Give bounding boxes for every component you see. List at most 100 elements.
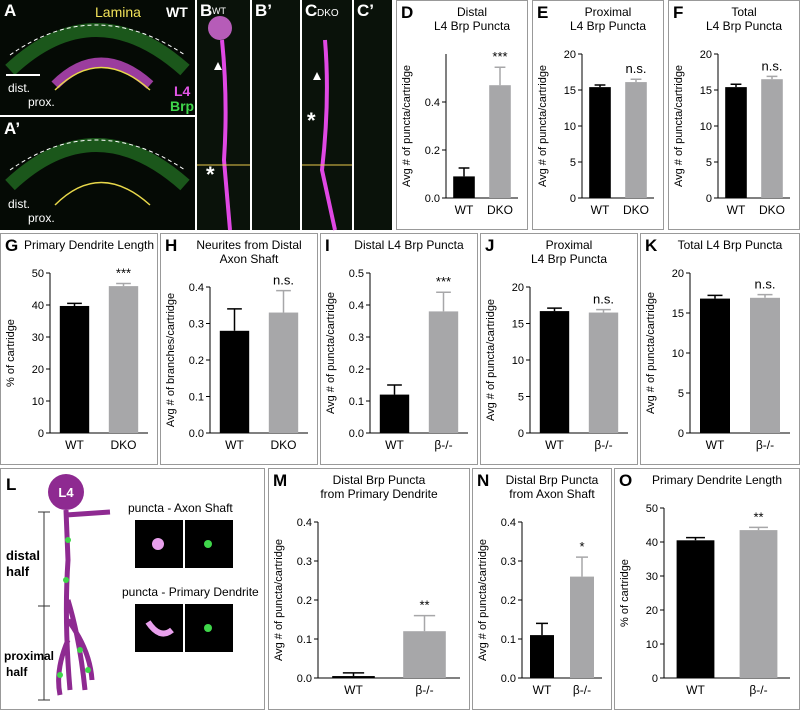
bar xyxy=(108,286,139,433)
y-tick-label: 30 xyxy=(32,332,44,344)
x-tick-label: WT xyxy=(533,683,552,697)
y-tick-label: 0 xyxy=(518,428,524,440)
x-tick-label: WT xyxy=(455,203,474,217)
cell-label: L4 xyxy=(58,485,74,500)
image-label: dist. xyxy=(8,81,30,95)
arrowhead xyxy=(214,62,222,70)
region-label: proximal xyxy=(4,649,54,663)
puncta xyxy=(63,577,69,583)
annotation: n.s. xyxy=(593,292,614,307)
image-label: L4 xyxy=(174,83,191,99)
y-tick-label: 50 xyxy=(32,268,44,280)
bar xyxy=(489,85,511,198)
panel-letter: O xyxy=(619,471,632,490)
chart-title: L4 Brp Puncta xyxy=(706,19,782,33)
error-bar xyxy=(276,289,291,313)
image-label: DKO xyxy=(317,8,339,19)
annotation: ** xyxy=(753,509,763,524)
chart-title: L4 Brp Puncta xyxy=(570,19,646,33)
x-tick-label: DKO xyxy=(487,203,513,217)
panel-border xyxy=(320,233,478,465)
x-tick-label: DKO xyxy=(759,203,785,217)
puncta xyxy=(85,667,91,673)
y-axis-label: Avg # of puncta/cartridge xyxy=(537,65,549,187)
y-tick-label: 0.1 xyxy=(297,634,312,646)
panel-letter: M xyxy=(273,471,287,490)
image-label: Lamina xyxy=(95,4,141,20)
error-bar xyxy=(387,384,402,395)
image-label: prox. xyxy=(28,211,55,225)
bar xyxy=(332,676,375,678)
x-tick-label: β-/- xyxy=(749,683,767,697)
chart-title: from Primary Dendrite xyxy=(320,487,438,501)
y-axis-label: % of cartridge xyxy=(5,319,17,387)
x-tick-label: WT xyxy=(545,438,564,452)
y-axis-label: Avg # of puncta/cartridge xyxy=(485,299,497,421)
bar xyxy=(570,576,594,678)
y-tick-label: 15 xyxy=(564,85,576,97)
inset-label: puncta - Primary Dendrite xyxy=(122,585,259,599)
cell-body xyxy=(208,16,232,40)
chart-title: Distal L4 Brp Puncta xyxy=(354,238,464,252)
x-tick-label: β-/- xyxy=(573,683,591,697)
x-tick-label: WT xyxy=(385,438,404,452)
y-tick-label: 0.1 xyxy=(501,634,516,646)
panel-letter: E xyxy=(537,3,548,22)
bar xyxy=(219,330,250,433)
x-tick-label: β-/- xyxy=(594,438,612,452)
y-tick-label: 0.5 xyxy=(349,268,364,280)
y-tick-label: 0.0 xyxy=(297,673,312,685)
bar xyxy=(625,82,647,198)
x-tick-label: DKO xyxy=(270,438,296,452)
chart-title: L4 Brp Puncta xyxy=(434,19,510,33)
x-tick-label: WT xyxy=(225,438,244,452)
y-tick-label: 0.3 xyxy=(349,332,364,344)
error-bar xyxy=(749,526,768,531)
bar xyxy=(453,176,475,198)
y-tick-label: 10 xyxy=(672,348,684,360)
x-tick-label: β-/- xyxy=(415,683,433,697)
puncta xyxy=(57,672,63,678)
error-bar xyxy=(494,66,506,86)
y-tick-label: 40 xyxy=(646,537,658,549)
y-tick-label: 5 xyxy=(570,157,576,169)
error-bar xyxy=(576,556,588,577)
panel-letter: L xyxy=(6,475,16,494)
bar xyxy=(428,311,459,433)
y-tick-label: 0.2 xyxy=(501,595,516,607)
panel-border xyxy=(0,233,158,465)
error-bar xyxy=(536,622,548,636)
annotation: *** xyxy=(492,49,507,64)
error-bar xyxy=(116,282,131,287)
y-tick-label: 10 xyxy=(700,121,712,133)
bar xyxy=(739,530,778,678)
y-tick-label: 0.4 xyxy=(297,517,312,529)
y-axis-label: Avg # of puncta/cartridge xyxy=(401,65,413,187)
inset xyxy=(135,604,183,652)
y-tick-label: 40 xyxy=(32,300,44,312)
panel-letter: K xyxy=(645,236,658,255)
error-bar xyxy=(757,293,773,298)
l4-signal xyxy=(51,57,154,89)
region-label: half xyxy=(6,665,28,679)
panel-letter: F xyxy=(673,3,683,22)
chart-title: Proximal xyxy=(546,238,593,252)
y-tick-label: 5 xyxy=(518,392,524,404)
y-tick-label: 0.2 xyxy=(425,145,440,157)
chart-title: from Axon Shaft xyxy=(509,487,595,501)
bar xyxy=(379,394,410,433)
chart-title: Distal Brp Puncta xyxy=(506,473,599,487)
neuron xyxy=(56,509,111,696)
panel-letter: D xyxy=(401,3,413,22)
x-tick-label: WT xyxy=(344,683,363,697)
annotation: *** xyxy=(116,266,131,281)
diagram: L L4 distal half proximal half puncta - … xyxy=(0,468,265,710)
axon xyxy=(220,39,232,231)
lamina-outline xyxy=(54,66,151,91)
y-tick-label: 20 xyxy=(512,282,524,294)
y-tick-label: 0.1 xyxy=(189,392,204,404)
lamina-outline xyxy=(54,181,151,206)
y-tick-label: 10 xyxy=(646,639,658,651)
error-bar xyxy=(227,308,242,331)
